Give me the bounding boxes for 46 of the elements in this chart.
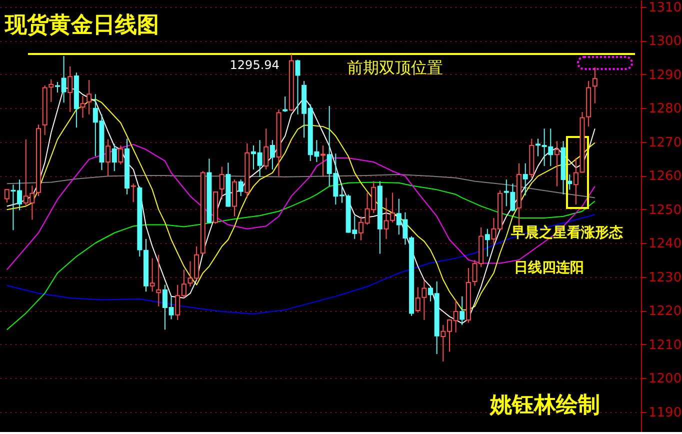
line-series: [6, 214, 596, 314]
candlestick: [68, 66, 73, 113]
line-series: [6, 182, 596, 330]
candlestick: [118, 144, 124, 165]
candlestick: [4, 188, 10, 203]
y-tick-label: 1220: [648, 304, 682, 319]
candlestick: [484, 228, 490, 257]
candlestick: [106, 138, 111, 177]
y-tick-label: 1260: [648, 169, 682, 184]
candlestick: [295, 59, 300, 115]
candlestick: [567, 174, 572, 190]
candlestick: [112, 143, 117, 172]
candlestick: [48, 78, 54, 102]
candlestick: [573, 157, 578, 206]
candlestick: [460, 296, 465, 326]
y-tick-label: 1210: [648, 338, 682, 353]
y-tick-label: 1230: [648, 270, 682, 286]
candlestick: [156, 254, 162, 307]
y-tick-label: 1250: [648, 202, 682, 218]
candlestick: [130, 183, 136, 203]
candlestick: [264, 128, 269, 170]
y-tick-label: 1300: [648, 34, 682, 49]
candlestick: [320, 144, 326, 178]
candlestick: [219, 166, 224, 200]
y-tick-label: 1270: [648, 135, 682, 150]
candlestick: [270, 140, 275, 170]
y-tick-label: 1310: [648, 0, 682, 16]
candlestick: [554, 140, 560, 187]
text: 现货黄金日线图: [4, 13, 159, 38]
y-tick-label: 1190: [648, 405, 682, 420]
candlestick: [282, 96, 288, 113]
y-tick-label: 1240: [648, 236, 682, 252]
annotation: 1295.94: [230, 58, 280, 72]
annotation: 姚钰林绘制: [489, 393, 600, 418]
annotation: 日线四连阳: [514, 260, 584, 276]
y-tick-label: 1290: [648, 68, 682, 83]
candlestick: [86, 79, 92, 115]
y-tick-label: 1200: [648, 372, 682, 386]
candlestick: [522, 162, 528, 196]
y-tick-label: 1280: [648, 102, 682, 116]
candlestick: [80, 95, 86, 118]
ref-line-label: 前期双顶位置: [347, 58, 443, 77]
candlestick: [238, 179, 244, 197]
line-series: [6, 174, 596, 198]
candlestick: [150, 258, 155, 292]
candlestick: [592, 67, 598, 104]
